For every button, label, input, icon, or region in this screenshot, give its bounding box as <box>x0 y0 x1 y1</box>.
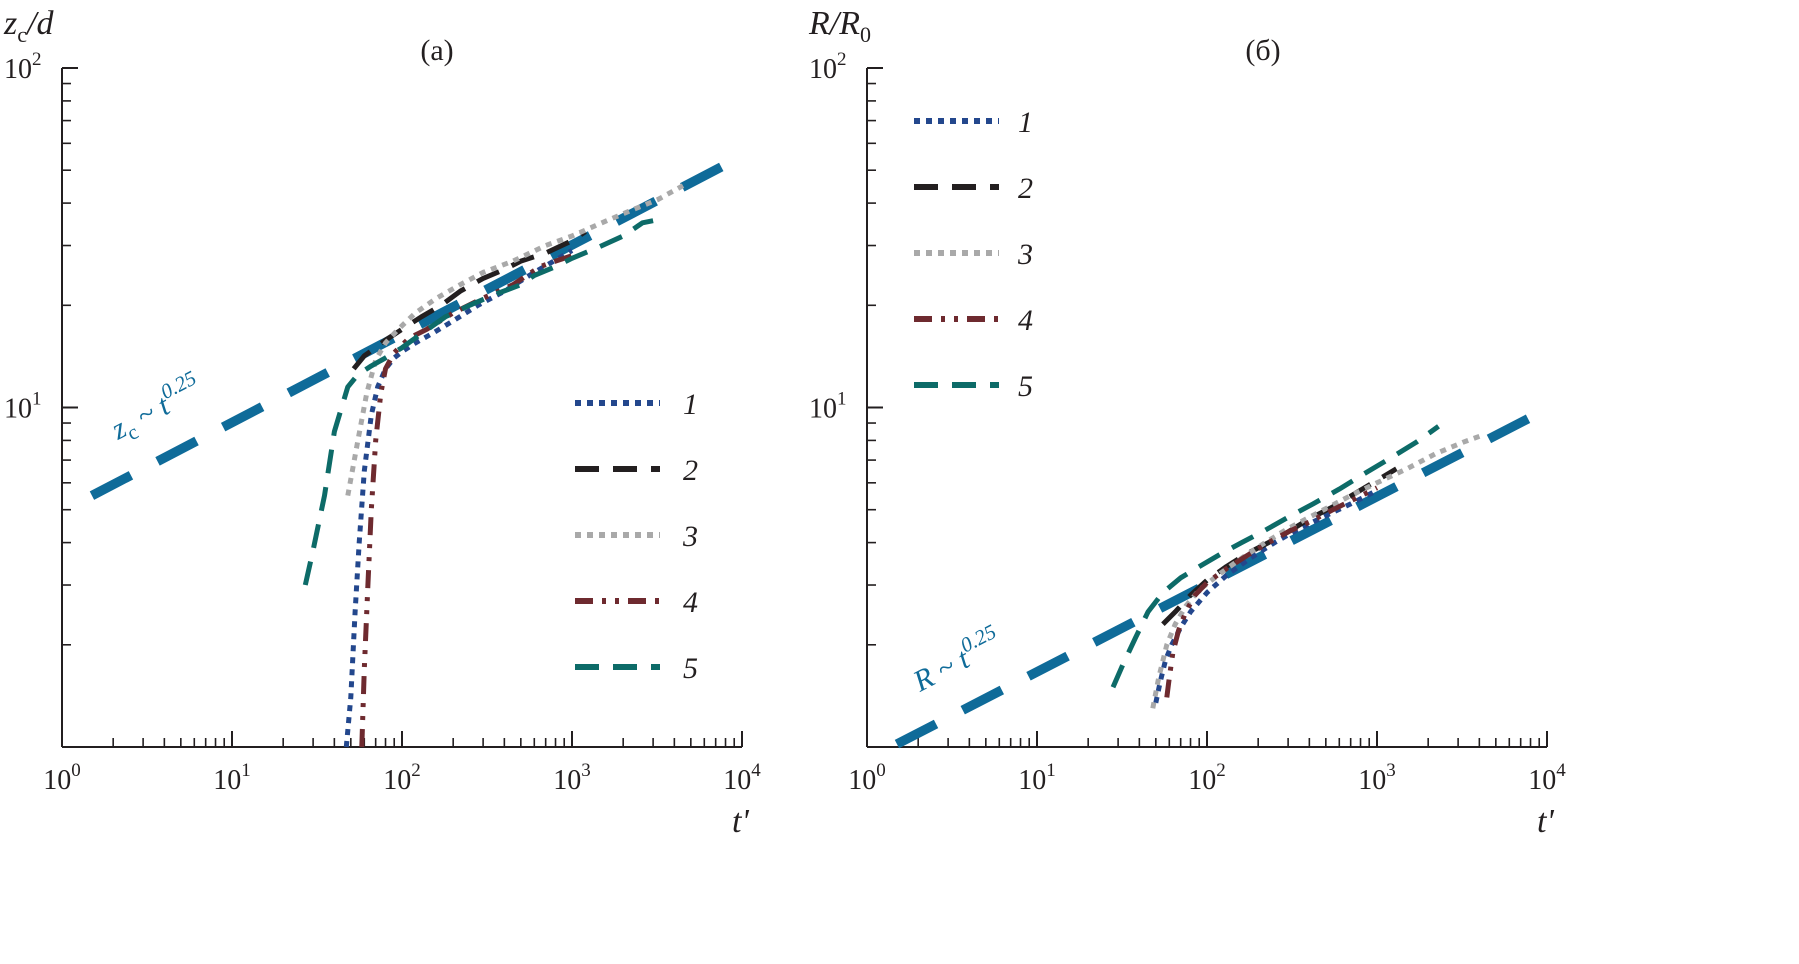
y-tick-base: 10 <box>4 54 32 85</box>
y-tick-label: 101 <box>809 389 847 425</box>
x-tick-exp: 1 <box>241 760 251 781</box>
ylabel-d: /d <box>25 5 54 42</box>
x-tick-exp: 4 <box>751 760 761 781</box>
x-tick-base: 10 <box>1018 765 1046 796</box>
legend-label-4: 4 <box>683 586 698 619</box>
y-tick-exp: 1 <box>837 389 847 410</box>
x-tick-label: 104 <box>723 760 761 796</box>
x-tick-label: 103 <box>553 760 591 796</box>
x-tick-exp: 3 <box>581 760 591 781</box>
x-tick-exp: 2 <box>411 760 421 781</box>
fit-line-t025 <box>89 151 745 500</box>
legend-label-1: 1 <box>1018 106 1033 139</box>
series-line-4 <box>359 253 573 748</box>
x-tick-exp: 0 <box>71 760 81 781</box>
fit-line-t025 <box>894 404 1550 749</box>
x-tick-label: 102 <box>383 760 421 796</box>
x-tick-base: 10 <box>213 765 241 796</box>
legend-label-3: 3 <box>1017 238 1033 271</box>
panel-title: (б) <box>1245 34 1280 67</box>
x-tick-label: 102 <box>1188 760 1226 796</box>
x-tick-base: 10 <box>553 765 581 796</box>
x-tick-exp: 2 <box>1216 760 1226 781</box>
ylabel-r: R/R <box>808 5 860 42</box>
x-tick-base: 10 <box>723 765 751 796</box>
y-axis-label: zc/d <box>3 5 54 47</box>
legend-label-3: 3 <box>682 520 698 553</box>
x-tick-label: 100 <box>43 760 81 796</box>
series-line-1 <box>1153 488 1379 704</box>
x-tick-base: 10 <box>848 765 876 796</box>
x-tick-base: 10 <box>1188 765 1216 796</box>
ylabel-z: z <box>3 5 17 42</box>
x-axis-label: t' <box>732 803 749 840</box>
series-line-5 <box>1110 424 1440 689</box>
ylabel-sub: c <box>17 22 27 47</box>
x-tick-exp: 1 <box>1046 760 1056 781</box>
x-tick-exp: 4 <box>1556 760 1566 781</box>
panel-title: (a) <box>420 34 453 67</box>
legend-label-5: 5 <box>683 652 698 685</box>
y-axis-label: R/R0 <box>808 5 871 47</box>
series-line-5 <box>302 218 654 586</box>
x-tick-label: 101 <box>1018 760 1056 796</box>
series-line-3 <box>1150 432 1484 709</box>
legend-label-2: 2 <box>683 454 698 487</box>
y-tick-base: 10 <box>809 54 837 85</box>
x-tick-label: 101 <box>213 760 251 796</box>
y-tick-base: 10 <box>4 394 32 425</box>
x-axis-label: t' <box>1537 803 1554 840</box>
x-tick-exp: 3 <box>1386 760 1396 781</box>
x-tick-label: 104 <box>1528 760 1566 796</box>
series-line-2 <box>351 229 587 371</box>
series-line-3 <box>345 183 685 497</box>
y-tick-label: 101 <box>4 389 42 425</box>
series-line-4 <box>1164 485 1379 698</box>
x-tick-label: 100 <box>848 760 886 796</box>
y-tick-exp: 1 <box>32 389 42 410</box>
x-tick-label: 103 <box>1358 760 1396 796</box>
x-tick-exp: 0 <box>876 760 886 781</box>
x-tick-base: 10 <box>1528 765 1556 796</box>
series-line-1 <box>343 248 574 748</box>
y-tick-base: 10 <box>809 394 837 425</box>
legend-label-2: 2 <box>1018 172 1033 205</box>
fit-annotation: R ~ t0.25 <box>904 619 1007 698</box>
y-tick-exp: 2 <box>32 49 42 70</box>
y-tick-label: 102 <box>4 49 42 85</box>
legend-label-4: 4 <box>1018 304 1033 337</box>
legend-label-5: 5 <box>1018 370 1033 403</box>
y-tick-exp: 2 <box>837 49 847 70</box>
x-tick-base: 10 <box>43 765 71 796</box>
x-tick-base: 10 <box>1358 765 1386 796</box>
x-tick-base: 10 <box>383 765 411 796</box>
ylabel-sub: 0 <box>860 22 871 47</box>
legend-label-1: 1 <box>683 388 698 421</box>
y-tick-label: 102 <box>809 49 847 85</box>
